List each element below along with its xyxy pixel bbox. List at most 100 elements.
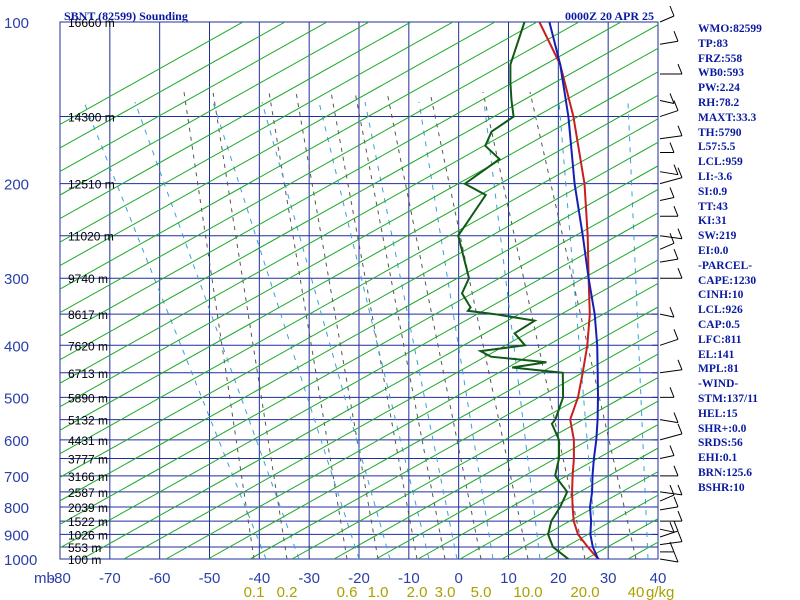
temperature-tick-label: -60 xyxy=(149,570,171,587)
wind-barb-flag xyxy=(673,31,679,42)
wind-barb-flag xyxy=(673,329,679,340)
wind-barb xyxy=(659,338,679,346)
dry-adiabat xyxy=(60,22,622,337)
index-item: CAPE:1230 xyxy=(698,274,757,287)
mixing-ratio-line xyxy=(354,91,446,559)
wind-barb xyxy=(659,419,679,424)
mixing-ratio-line xyxy=(268,91,348,559)
altitude-label: 2587 m xyxy=(68,486,108,500)
pressure-tick-label: 700 xyxy=(4,469,29,486)
altitude-label: 9740 m xyxy=(68,272,108,286)
temperature-tick-label: 0 xyxy=(454,570,462,587)
dry-adiabat xyxy=(60,22,244,126)
stability-indices-panel: WMO:82599 TP:83 FRZ:558 WB0:593 PW:2.24 RH:78… xyxy=(698,22,798,496)
dry-adiabat xyxy=(249,329,658,559)
dry-adiabat xyxy=(60,22,412,220)
mixing-ratio-line xyxy=(482,91,586,559)
altitude-label: 3166 m xyxy=(68,470,108,484)
temperature-tick-label: 40 xyxy=(650,570,667,587)
dry-adiabat xyxy=(207,306,658,559)
wind-barb-flag xyxy=(673,412,679,423)
index-item: L57:5.5 xyxy=(698,141,736,154)
mixing-ratio-line xyxy=(330,91,418,559)
altitude-label: 553 m xyxy=(68,541,101,555)
dry-adiabat xyxy=(60,22,328,173)
wind-barb xyxy=(659,433,683,441)
altitude-label: 100 m xyxy=(68,553,101,567)
wind-barb xyxy=(659,135,683,140)
pressure-tick-label: 600 xyxy=(4,433,29,450)
index-item: LFC:811 xyxy=(698,333,742,346)
temperature-line xyxy=(538,22,602,559)
wind-barb xyxy=(659,530,679,538)
moist-adiabat-line xyxy=(134,101,300,559)
index-item: TT:43 xyxy=(698,200,728,213)
wind-barbs xyxy=(659,5,683,563)
altitude-label: 6713 m xyxy=(68,367,108,381)
mixing-ratio-line xyxy=(386,91,482,559)
mixing-ratio-label: 0.6 xyxy=(337,584,358,600)
pressure-unit-label: mb xyxy=(34,570,55,587)
wind-barb-flag xyxy=(677,268,683,279)
dry-adiabat xyxy=(60,22,370,196)
wind-barb xyxy=(659,110,679,118)
altitude-label: 14300 m xyxy=(68,111,115,125)
index-item: LCL:959 xyxy=(698,156,743,169)
dry-adiabats xyxy=(60,22,658,559)
wind-barb-flag xyxy=(669,445,675,456)
dry-adiabat xyxy=(60,141,658,478)
wind-barb xyxy=(659,235,683,240)
temperature-tick-label: -40 xyxy=(248,570,270,587)
dry-adiabat xyxy=(60,22,286,149)
wind-barb-flag xyxy=(673,206,679,217)
index-item: CAP:0.5 xyxy=(698,318,740,331)
chart-time: 0000Z 20 APR 25 xyxy=(565,9,654,23)
index-item: BSHR:10 xyxy=(698,481,745,494)
moist-adiabat-line xyxy=(83,101,267,559)
altitude-label: 5132 m xyxy=(68,414,108,428)
mixing-ratio-label: 3.0 xyxy=(435,584,456,600)
wind-barb-flag xyxy=(673,496,679,508)
dry-adiabat xyxy=(60,22,580,314)
temperature-tick-label: -10 xyxy=(398,570,420,587)
wind-barb xyxy=(659,369,683,374)
wind-barb-flag xyxy=(677,359,683,370)
index-item: KI:31 xyxy=(698,215,727,228)
index-item: FRZ:558 xyxy=(698,52,743,65)
mixing-ratio-label: 40 xyxy=(628,584,645,600)
dry-adiabat xyxy=(459,447,658,559)
moist-adiabat-line xyxy=(212,101,360,559)
wind-barb-flag xyxy=(673,551,679,563)
altitude-label: 16660 m xyxy=(68,16,115,30)
wind-barb xyxy=(659,455,675,460)
moist-adiabat-line xyxy=(364,101,458,559)
temperature-tick-label: -50 xyxy=(199,570,221,587)
mixing-ratio-lines xyxy=(83,91,649,559)
index-item: BRN:125.6 xyxy=(698,466,752,479)
wind-barb-flag xyxy=(677,125,683,136)
grid-lines xyxy=(59,21,659,560)
dry-adiabat xyxy=(60,22,538,290)
wind-barb-flag xyxy=(673,465,679,477)
pressure-tick-label: 100 xyxy=(4,15,29,32)
temperature-tick-label: -30 xyxy=(298,570,320,587)
moist-adiabat-line xyxy=(418,101,494,559)
altitude-label: 1026 m xyxy=(68,528,108,542)
wind-barb-flag xyxy=(669,306,675,318)
altitude-label: 5890 m xyxy=(68,391,108,405)
pressure-tick-label: 300 xyxy=(4,271,29,288)
wind-barb xyxy=(659,558,679,563)
wind-barb-flag xyxy=(669,187,675,198)
mixing-ratio-label: 0.2 xyxy=(277,584,298,600)
wind-barb-flag xyxy=(669,233,675,244)
mixing-ratio-unit: g/kg xyxy=(646,584,674,600)
wind-barb-flag xyxy=(669,522,675,533)
temperature-tick-label: -70 xyxy=(99,570,121,587)
index-item: STM:137/11 xyxy=(698,392,759,405)
temperature-tick-label: 20 xyxy=(550,570,567,587)
wind-barb-flag xyxy=(669,142,675,153)
altitude-label: 12510 m xyxy=(68,178,115,192)
wind-barb xyxy=(659,313,675,318)
